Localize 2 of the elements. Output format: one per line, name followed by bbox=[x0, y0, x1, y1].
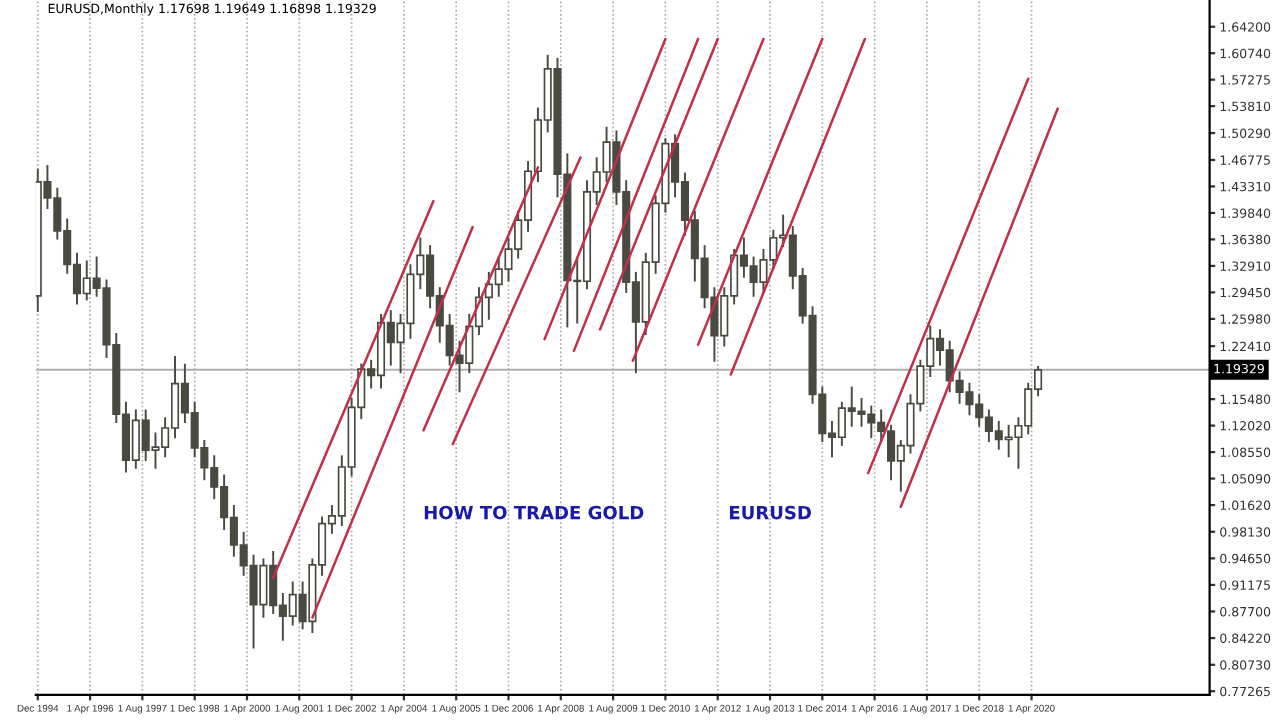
annotation: EURUSD bbox=[730, 505, 811, 520]
annotation: HOW TO TRADE GOLD bbox=[424, 505, 644, 520]
